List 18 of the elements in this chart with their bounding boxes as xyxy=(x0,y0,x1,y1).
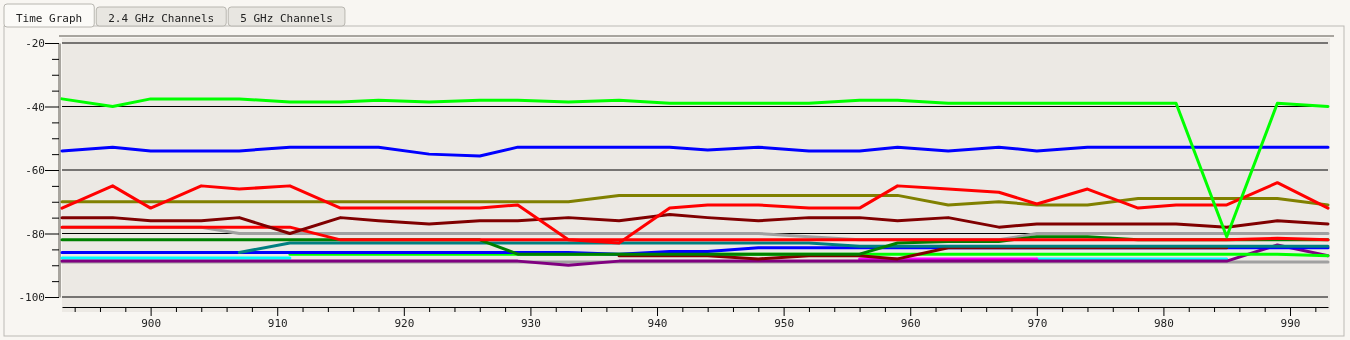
y-tick-label: -100 xyxy=(18,291,45,305)
text: 5 GHz Channels xyxy=(240,12,333,25)
text: Time Graph xyxy=(16,12,83,25)
x-tick-label: 960 xyxy=(900,316,921,330)
x-tick-label: 920 xyxy=(394,316,415,330)
y-tick-label: -80 xyxy=(25,227,45,241)
x-tick-label: 910 xyxy=(267,316,288,330)
x-tick-label: 930 xyxy=(520,316,541,330)
x-tick-label: 950 xyxy=(774,316,795,330)
x-tick-label: 940 xyxy=(647,316,668,330)
text: 2.4 GHz Channels xyxy=(108,12,215,25)
x-tick-label: 900 xyxy=(141,316,162,330)
x-tick-label: 980 xyxy=(1153,316,1174,330)
y-tick-label: -40 xyxy=(25,100,45,114)
x-tick-label: 970 xyxy=(1027,316,1048,330)
y-tick-label: -20 xyxy=(25,37,45,51)
x-tick-label: 990 xyxy=(1280,316,1301,330)
y-tick-label: -60 xyxy=(25,164,45,178)
